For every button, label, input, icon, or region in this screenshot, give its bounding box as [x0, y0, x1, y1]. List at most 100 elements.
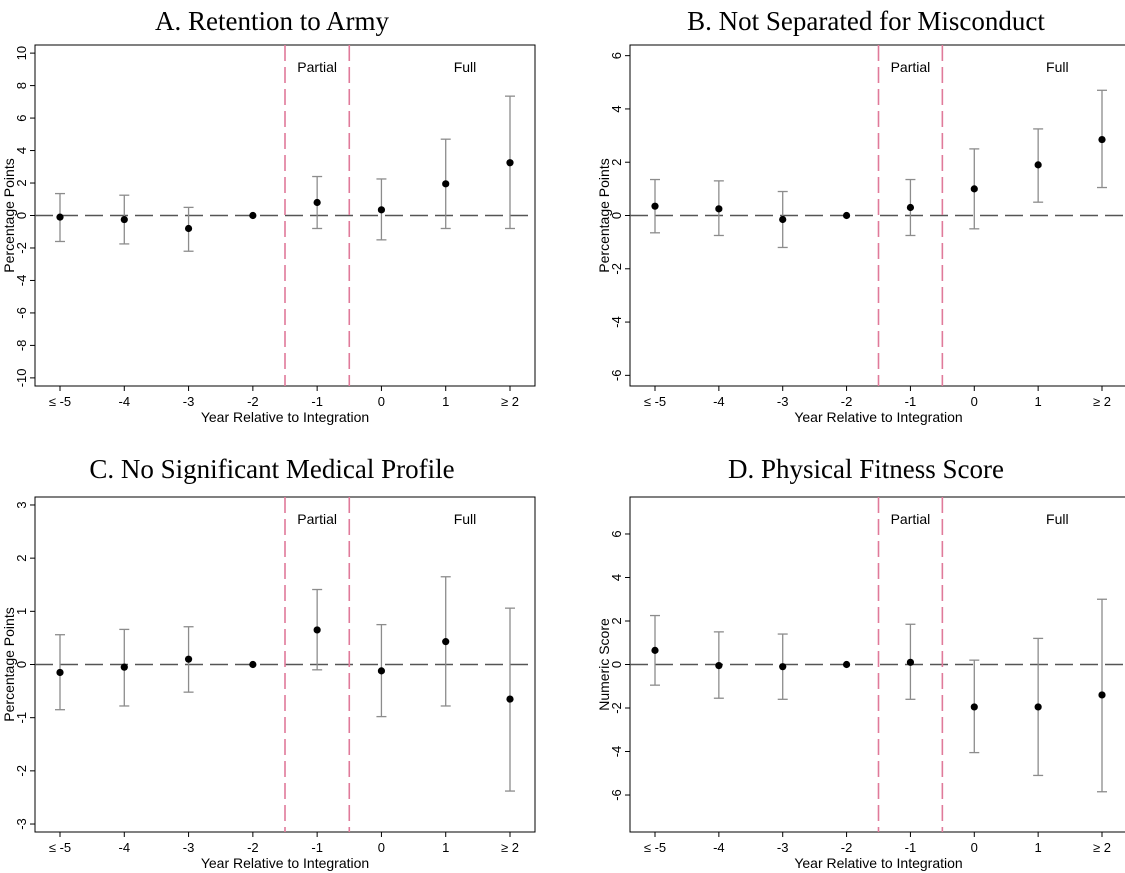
y-tick-label: -2 — [14, 242, 29, 254]
x-axis-label: Year Relative to Integration — [201, 409, 369, 425]
y-tick-label: 6 — [14, 114, 29, 121]
y-tick-label: 2 — [14, 555, 29, 562]
x-tick-label: 0 — [378, 840, 385, 855]
x-tick-label: -3 — [777, 394, 789, 409]
x-tick-label: -1 — [311, 394, 323, 409]
y-tick-label: 3 — [14, 501, 29, 508]
point-estimate — [56, 213, 64, 221]
x-tick-label: -1 — [311, 840, 323, 855]
y-tick-label: 6 — [609, 52, 624, 59]
point-estimate — [120, 215, 128, 224]
x-tick-label: ≤ -5 — [49, 394, 71, 409]
x-tick-label: 1 — [1035, 840, 1042, 855]
x-tick-label: ≤ -5 — [644, 394, 666, 409]
point-estimate — [120, 663, 128, 671]
x-axis-label: Year Relative to Integration — [794, 855, 962, 871]
x-tick-label: 1 — [442, 840, 449, 855]
panel-title: B. Not Separated for Misconduct — [687, 6, 1045, 36]
point-estimate — [651, 646, 659, 654]
x-tick-label: -2 — [841, 394, 853, 409]
y-tick-label: -6 — [609, 370, 624, 382]
point-estimate — [1098, 691, 1106, 699]
panel-b: B. Not Separated for Misconduct -6 -4 -2 0 2 4… — [596, 6, 1125, 425]
y-tick-label: 0 — [14, 212, 29, 219]
partial-label: Partial — [891, 59, 931, 75]
y-tick-label: -6 — [609, 789, 624, 801]
panel-a: A. Retention to Army-10-8-6-4-20246810Pe… — [1, 6, 536, 425]
point-estimate — [842, 660, 851, 669]
y-tick-label: -1 — [14, 712, 29, 724]
point-estimate — [906, 658, 915, 666]
y-tick-label: 6 — [609, 530, 624, 537]
y-axis-label: Percentage Points — [1, 158, 17, 272]
plot-frame — [629, 44, 1125, 387]
y-tick-label: -2 — [609, 263, 624, 275]
x-tick-label: 1 — [442, 394, 449, 409]
x-tick-label: 0 — [971, 840, 978, 855]
x-axis-label: Year Relative to Integration — [794, 409, 962, 425]
y-tick-label: -6 — [14, 307, 29, 319]
x-tick-label: -1 — [905, 840, 917, 855]
point-estimate — [842, 211, 851, 220]
y-tick-label: -4 — [14, 275, 29, 287]
x-tick-label: -4 — [713, 840, 725, 855]
point-estimate — [313, 626, 321, 634]
point-estimate — [1034, 703, 1042, 711]
panel-title: C. No Significant Medical Profile — [89, 454, 454, 484]
x-axis-label: Year Relative to Integration — [201, 855, 369, 871]
y-tick-label: 10 — [14, 46, 29, 60]
partial-label: Partial — [297, 511, 337, 527]
point-estimate — [377, 206, 386, 214]
y-tick-label: 1 — [14, 608, 29, 615]
y-tick-label: -3 — [14, 818, 29, 830]
full-label: Full — [454, 511, 477, 527]
y-tick-label: -4 — [609, 316, 624, 328]
y-axis-label: Percentage Points — [596, 158, 612, 272]
full-label: Full — [1046, 59, 1069, 75]
point-estimate — [249, 660, 257, 669]
y-axis-label: Numeric Score — [596, 618, 612, 711]
y-tick-label: -2 — [609, 702, 624, 714]
y-tick-label: 4 — [609, 574, 624, 581]
point-estimate — [506, 695, 514, 703]
x-tick-label: -2 — [247, 394, 259, 409]
partial-label: Partial — [891, 511, 931, 527]
point-estimate — [715, 205, 723, 213]
panel-c: C. No Significant Medical Profile -3 -2 -1 0… — [1, 454, 536, 871]
point-estimate — [184, 224, 193, 233]
y-tick-label: 2 — [609, 159, 624, 166]
full-label: Full — [1046, 511, 1069, 527]
y-axis-label: Percentage Points — [1, 607, 17, 721]
x-tick-label: 0 — [378, 394, 385, 409]
point-estimate — [313, 198, 321, 207]
point-estimate — [906, 203, 915, 212]
y-tick-label: 8 — [14, 82, 29, 89]
x-tick-label: -4 — [713, 394, 725, 409]
point-estimate — [249, 211, 257, 220]
y-tick-label: -8 — [14, 340, 29, 352]
point-estimate — [442, 638, 450, 646]
x-tick-label: -2 — [247, 840, 259, 855]
x-tick-label: ≥ 2 — [1093, 840, 1111, 855]
point-estimate — [1034, 161, 1042, 169]
y-tick-label: 0 — [609, 212, 624, 219]
x-tick-label: ≥ 2 — [1093, 394, 1111, 409]
x-tick-label: ≥ 2 — [501, 840, 519, 855]
x-tick-label: ≥ 2 — [501, 394, 519, 409]
y-tick-label: 2 — [609, 617, 624, 624]
y-tick-label: 2 — [14, 179, 29, 186]
y-tick-label: -4 — [609, 746, 624, 758]
point-estimate — [970, 703, 978, 711]
panel-title: A. Retention to Army — [155, 6, 389, 36]
point-estimate — [1098, 135, 1106, 144]
point-estimate — [184, 655, 193, 663]
x-tick-label: 0 — [971, 394, 978, 409]
x-tick-label: -3 — [183, 840, 195, 855]
point-estimate — [377, 667, 386, 675]
panel-title: D. Physical Fitness Score — [728, 454, 1004, 484]
partial-label: Partial — [297, 59, 337, 75]
y-tick-label: -2 — [14, 765, 29, 777]
x-tick-label: -3 — [183, 394, 195, 409]
x-tick-label: -1 — [905, 394, 917, 409]
panel-d: D. Physical Fitness Score -6 -4 -2 0 2 4 6 Numer… — [596, 454, 1125, 871]
